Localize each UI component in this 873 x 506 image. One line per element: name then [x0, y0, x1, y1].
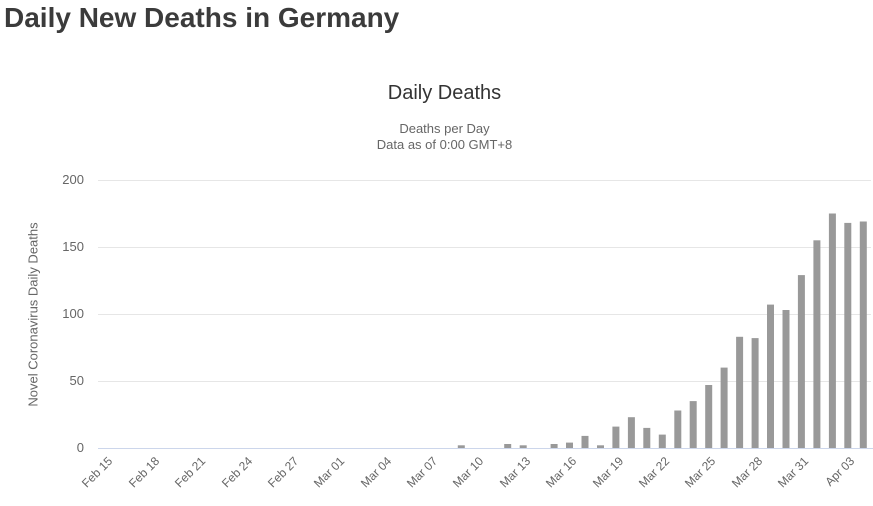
bar-mar-13[interactable]: [519, 445, 527, 448]
chart-subtitle-line2: Data as of 0:00 GMT+8: [376, 137, 513, 152]
bar-mar-30[interactable]: [782, 310, 790, 448]
bar-apr-01[interactable]: [813, 240, 821, 448]
bar-mar-12[interactable]: [504, 444, 512, 448]
y-axis-tick-label: 150: [62, 239, 84, 254]
bar-mar-16[interactable]: [566, 442, 573, 448]
y-axis-tick-label: 0: [76, 440, 84, 455]
bar-mar-20[interactable]: [627, 417, 635, 448]
bar-mar-22[interactable]: [658, 434, 666, 448]
bar-mar-09[interactable]: [457, 445, 465, 448]
y-axis-tick-label: 200: [62, 172, 84, 187]
y-axis-tick-label: 50: [69, 373, 84, 388]
chart-title: Daily Deaths: [387, 82, 502, 104]
bar-mar-25[interactable]: [705, 385, 713, 448]
bar-mar-15[interactable]: [550, 444, 558, 448]
bar-mar-26[interactable]: [720, 367, 728, 448]
bar-mar-21[interactable]: [643, 427, 651, 448]
bar-mar-29[interactable]: [767, 304, 774, 448]
bar-mar-31[interactable]: [797, 275, 805, 448]
chart-subtitle: Deaths per Day Data as of 0:00 GMT+8: [18, 121, 871, 153]
chart-subtitle-line1: Deaths per Day: [399, 121, 490, 136]
bar-mar-18[interactable]: [597, 445, 604, 448]
bar-apr-04[interactable]: [859, 221, 867, 449]
bar-mar-24[interactable]: [689, 401, 697, 448]
bar-mar-17[interactable]: [581, 435, 589, 448]
page-title: Daily New Deaths in Germany: [4, 2, 400, 33]
bar-mar-19[interactable]: [612, 426, 620, 448]
bar-apr-02[interactable]: [828, 213, 836, 449]
y-axis-tick-label: 100: [62, 306, 84, 321]
bar-mar-28[interactable]: [751, 338, 759, 448]
bar-mar-27[interactable]: [736, 336, 744, 448]
bar-apr-03[interactable]: [844, 222, 852, 448]
bar-mar-23[interactable]: [674, 410, 682, 449]
